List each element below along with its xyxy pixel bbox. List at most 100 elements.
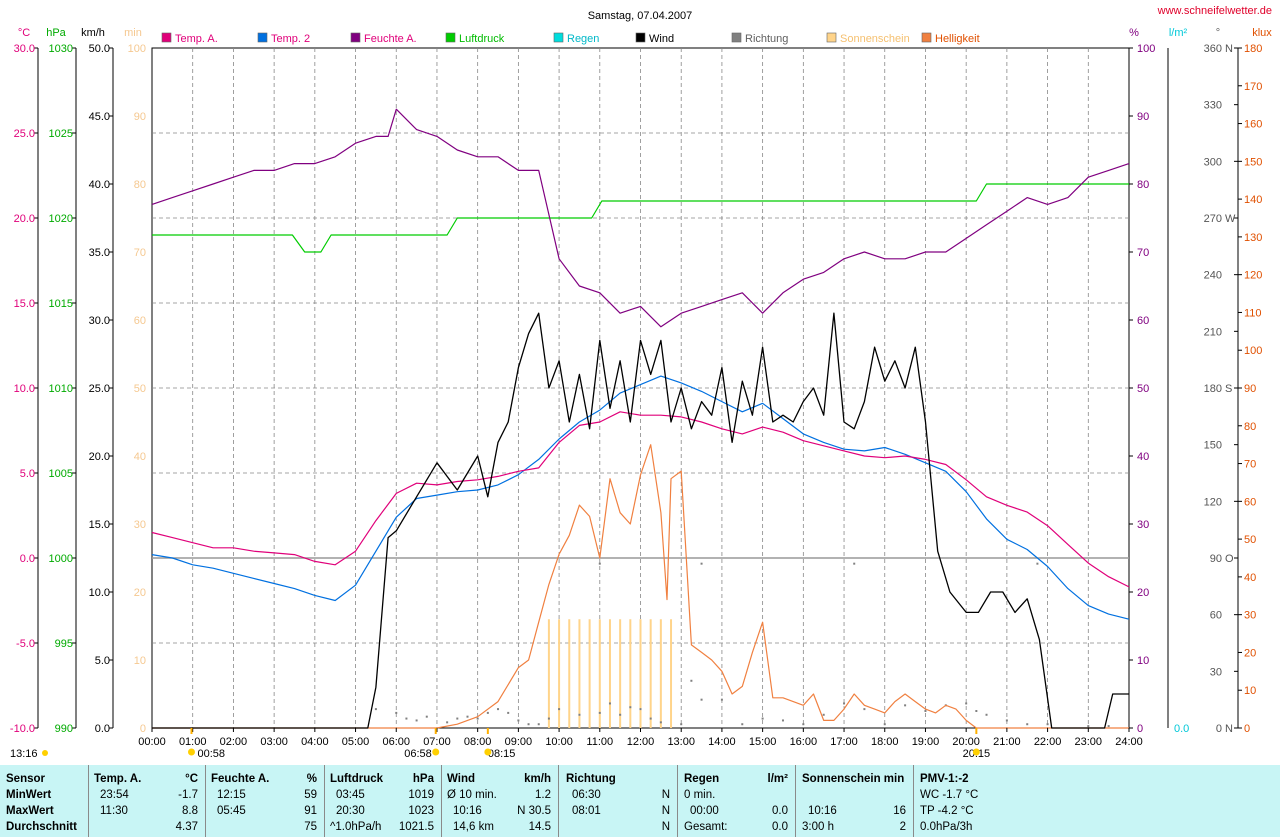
pressure-axis-unit: hPa [46, 27, 66, 39]
direction-point [527, 723, 530, 726]
direction-point [558, 708, 561, 711]
direction-compass-label: N [1225, 723, 1233, 735]
sun-axis-unit: min [124, 27, 142, 39]
stats-wind-max-time: 10:16 [453, 805, 482, 817]
stats-press-max-time: 20:30 [336, 805, 365, 817]
humidity-axis-tick-label: 70 [1137, 247, 1149, 259]
legend-label: Temp. 2 [271, 33, 310, 45]
x-axis-tick-label: 05:00 [342, 736, 370, 748]
lux-axis-tick-label: 100 [1244, 345, 1262, 357]
legend-swatch [257, 32, 268, 43]
lux-axis-tick-label: 120 [1244, 270, 1262, 282]
sun-icon [187, 748, 195, 756]
stats-sun-max: 16 [893, 805, 906, 817]
x-axis-tick-label: 15:00 [749, 736, 777, 748]
direction-point [446, 721, 449, 724]
legend-label: Helligkeit [935, 33, 980, 45]
humidity-axis-tick-label: 0 [1137, 723, 1143, 735]
temp-axis-tick-label: 5.0 [20, 468, 35, 480]
stats-hum-max: 91 [304, 805, 317, 817]
wind-axis-tick-label: 25.0 [89, 383, 110, 395]
legend-swatch [921, 32, 932, 43]
direction-point [466, 715, 469, 718]
lux-axis-tick-label: 80 [1244, 421, 1256, 433]
x-axis-tick-label: 19:00 [912, 736, 940, 748]
legend-label: Wind [649, 33, 674, 45]
legend-swatch [553, 32, 564, 43]
series-line-helligkeit [152, 444, 1129, 729]
lux-axis-tick-label: 10 [1244, 685, 1256, 697]
direction-point [853, 562, 856, 565]
stats-hum-unit: % [306, 773, 317, 785]
x-axis-tick-label: 11:00 [586, 736, 613, 748]
legend-swatch [445, 32, 456, 43]
lux-axis-tick-label: 170 [1244, 81, 1262, 93]
legend-label: Richtung [745, 33, 788, 45]
direction-point [1107, 725, 1110, 728]
direction-point [781, 719, 784, 722]
direction-point [598, 562, 601, 565]
direction-point [649, 717, 652, 720]
direction-point [985, 713, 988, 716]
direction-point [395, 711, 398, 714]
stats-temp-max: 8.8 [182, 805, 198, 817]
series-line-luftdruck [152, 183, 1129, 253]
lux-axis-tick-label: 180 [1244, 43, 1262, 55]
stats-pmv-windchill: WC -1.7 °C [920, 789, 979, 801]
lux-axis-tick-label: 20 [1244, 647, 1256, 659]
direction-point [680, 723, 683, 726]
direction-point [761, 717, 764, 720]
temp-axis-tick-label: 25.0 [14, 128, 35, 140]
direction-axis-tick-label: 0 [1216, 723, 1222, 735]
stats-sun-max-time: 10:16 [808, 805, 837, 817]
temp-axis-unit: °C [18, 27, 30, 39]
temp-axis-tick-label: 20.0 [14, 213, 35, 225]
stats-dir-avg: N [661, 821, 670, 833]
legend-label: Luftdruck [459, 33, 505, 45]
sun-axis-tick-label: 30 [134, 519, 146, 531]
pressure-axis-tick-label: 1030 [49, 43, 73, 55]
stats-sun-header: Sonnenschein min [802, 773, 905, 785]
sun-axis-tick-label: 60 [134, 315, 146, 327]
pressure-axis-tick-label: 1005 [49, 468, 73, 480]
humidity-axis-tick-label: 20 [1137, 587, 1149, 599]
direction-point [578, 713, 581, 716]
humidity-axis-unit: % [1129, 27, 1139, 39]
time-marker-label: 13:16 [10, 748, 38, 760]
direction-axis-tick-label: 180 [1204, 383, 1222, 395]
site-url[interactable]: www.schneifelwetter.de [1157, 5, 1272, 17]
direction-point [405, 717, 408, 720]
sun-axis-tick-label: 50 [134, 383, 146, 395]
stats-temp-avg: 4.37 [175, 821, 198, 833]
stats-hum-avg: 75 [304, 821, 317, 833]
direction-compass-label: N [1225, 43, 1233, 55]
stats-row-label: MinWert [6, 789, 52, 801]
stats-dir-min-time: 06:30 [572, 789, 601, 801]
direction-point [822, 713, 825, 716]
x-axis-tick-label: 06:00 [382, 736, 410, 748]
lux-axis-tick-label: 110 [1244, 307, 1262, 319]
humidity-axis-tick-label: 50 [1137, 383, 1149, 395]
stats-col-pressure: Luftdruck hPa 03:45 1019 20:30 1023 ^1.0hPa… [330, 765, 438, 837]
direction-point [975, 710, 978, 712]
legend-swatch [826, 32, 837, 43]
humidity-axis-tick-label: 90 [1137, 111, 1149, 123]
stats-wind-header: Wind [447, 773, 475, 785]
lux-axis-tick-label: 30 [1244, 610, 1256, 622]
pressure-axis-tick-label: 1000 [49, 553, 73, 565]
wind-axis-tick-label: 30.0 [89, 315, 110, 327]
time-marker-label: 06:58 [404, 748, 432, 760]
direction-axis-tick-label: 330 [1204, 100, 1222, 112]
stats-col-rain: Regen l/m² 0 min. 00:00 0.0 Gesamt: 0.0 [684, 765, 792, 837]
direction-point [374, 708, 377, 711]
x-axis-tick-label: 18:00 [871, 736, 899, 748]
stats-rain-total: 0.0 [772, 821, 788, 833]
direction-point [720, 698, 723, 701]
direction-point [486, 711, 489, 714]
x-axis-tick-label: 00:00 [138, 736, 166, 748]
x-axis-tick-label: 08:00 [464, 736, 492, 748]
direction-point [659, 721, 662, 724]
stats-col-humidity: Feuchte A.% 12:15 59 05:45 91 75 [211, 765, 321, 837]
legend-swatch [635, 32, 646, 43]
pressure-axis-tick-label: 990 [55, 723, 73, 735]
